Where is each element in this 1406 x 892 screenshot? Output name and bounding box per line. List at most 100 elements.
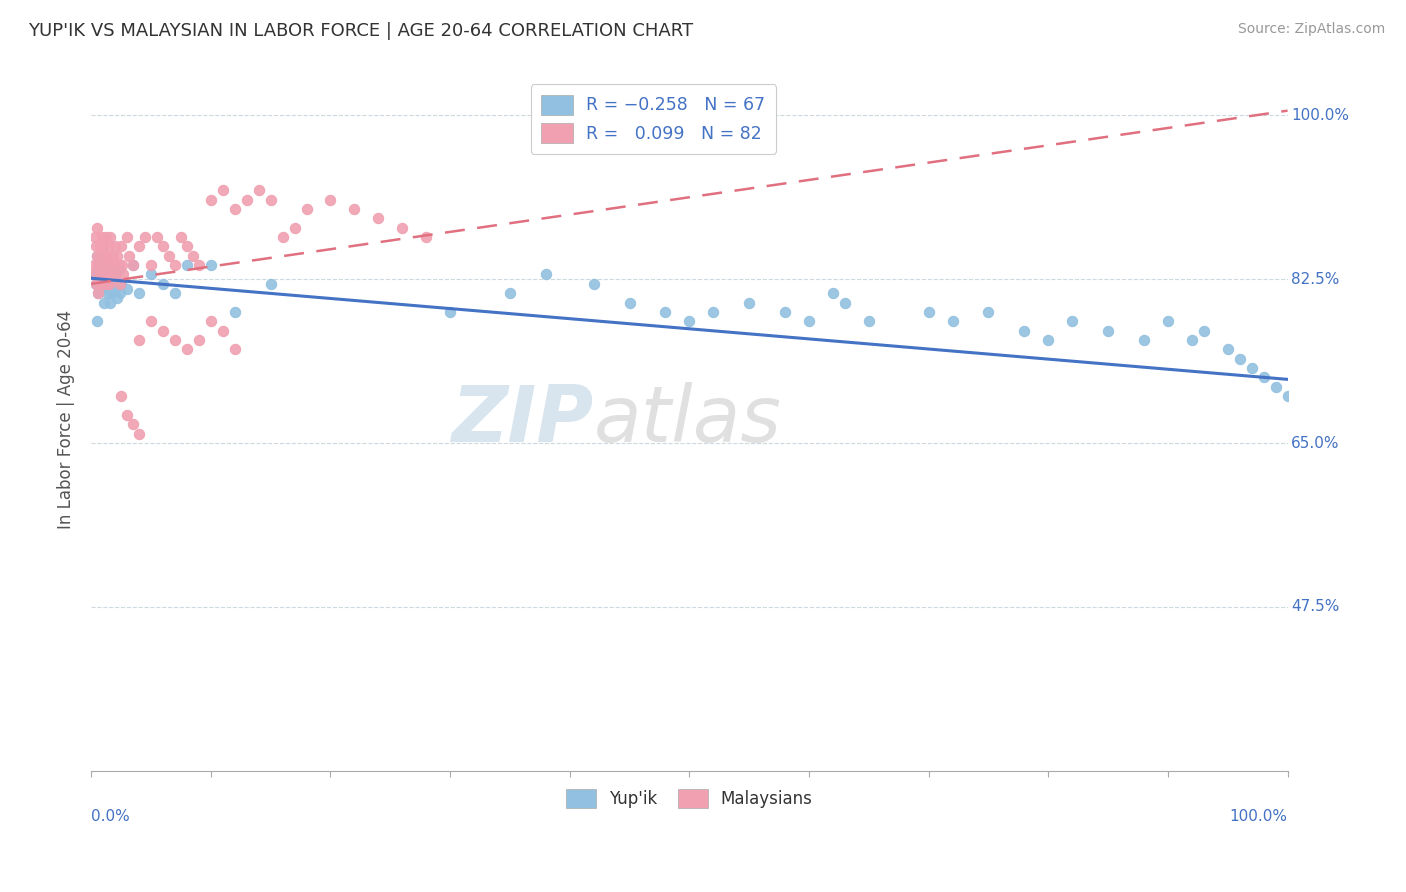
Point: [103, 258, 125, 272]
Point: [499, 286, 522, 301]
Point: [104, 239, 127, 253]
Point: [773, 305, 796, 319]
Point: [134, 230, 156, 244]
Point: [83, 268, 105, 282]
Point: [87, 286, 110, 301]
Text: 47.5%: 47.5%: [1291, 599, 1340, 615]
Point: [90, 277, 112, 291]
Point: [107, 262, 129, 277]
Point: [200, 314, 222, 328]
Point: [152, 239, 174, 253]
Text: 82.5%: 82.5%: [1291, 272, 1340, 286]
Point: [110, 277, 132, 291]
Point: [86, 249, 108, 263]
Point: [84, 277, 107, 291]
Point: [112, 268, 135, 282]
Point: [84, 239, 107, 253]
Point: [170, 230, 193, 244]
Point: [128, 239, 150, 253]
Point: [107, 249, 129, 263]
Point: [163, 286, 186, 301]
Point: [1181, 333, 1204, 347]
Point: [797, 314, 820, 328]
Point: [93, 295, 115, 310]
Point: [122, 258, 145, 272]
Point: [96, 277, 118, 291]
Point: [702, 305, 724, 319]
Point: [917, 305, 939, 319]
Point: [271, 230, 294, 244]
Point: [87, 258, 110, 272]
Point: [152, 324, 174, 338]
Point: [83, 230, 105, 244]
Point: [176, 343, 198, 357]
Point: [200, 258, 222, 272]
Point: [319, 193, 342, 207]
Point: [200, 193, 222, 207]
Point: [152, 277, 174, 291]
Point: [105, 272, 128, 286]
Legend: Yup'ik, Malaysians: Yup'ik, Malaysians: [560, 782, 820, 815]
Point: [107, 291, 129, 305]
Point: [98, 295, 121, 310]
Point: [1264, 380, 1286, 394]
Point: [678, 314, 700, 328]
Point: [224, 305, 246, 319]
Point: [1216, 343, 1239, 357]
Point: [128, 333, 150, 347]
Point: [187, 333, 209, 347]
Point: [157, 249, 180, 263]
Point: [104, 281, 127, 295]
Point: [582, 277, 605, 291]
Point: [98, 258, 121, 272]
Point: [100, 268, 122, 282]
Point: [93, 277, 115, 291]
Point: [103, 277, 125, 291]
Point: [96, 258, 118, 272]
Point: [295, 202, 318, 216]
Point: [110, 389, 132, 403]
Point: [211, 183, 233, 197]
Point: [738, 295, 761, 310]
Point: [122, 258, 145, 272]
Point: [111, 258, 134, 272]
Text: YUP'IK VS MALAYSIAN IN LABOR FORCE | AGE 20-64 CORRELATION CHART: YUP'IK VS MALAYSIAN IN LABOR FORCE | AGE…: [28, 22, 693, 40]
Text: 100.0%: 100.0%: [1230, 809, 1288, 824]
Point: [96, 286, 118, 301]
Point: [139, 314, 162, 328]
Point: [98, 239, 121, 253]
Point: [93, 258, 115, 272]
Point: [283, 220, 305, 235]
Point: [91, 239, 114, 253]
Point: [94, 249, 117, 263]
Point: [89, 239, 111, 253]
Point: [128, 286, 150, 301]
Point: [858, 314, 880, 328]
Point: [1014, 324, 1036, 338]
Text: ZIP: ZIP: [451, 382, 593, 458]
Point: [1277, 389, 1299, 403]
Point: [259, 193, 281, 207]
Point: [83, 268, 105, 282]
Point: [176, 258, 198, 272]
Point: [619, 295, 641, 310]
Point: [1253, 370, 1275, 384]
Point: [118, 249, 141, 263]
Point: [415, 230, 437, 244]
Point: [101, 249, 124, 263]
Point: [139, 268, 162, 282]
Point: [90, 258, 112, 272]
Point: [654, 305, 676, 319]
Point: [97, 268, 120, 282]
Point: [97, 249, 120, 263]
Point: [1038, 333, 1060, 347]
Point: [163, 333, 186, 347]
Point: [247, 183, 270, 197]
Point: [1133, 333, 1156, 347]
Text: 65.0%: 65.0%: [1291, 435, 1340, 450]
Point: [1097, 324, 1119, 338]
Point: [91, 253, 114, 268]
Point: [98, 277, 121, 291]
Point: [90, 249, 112, 263]
Point: [439, 305, 461, 319]
